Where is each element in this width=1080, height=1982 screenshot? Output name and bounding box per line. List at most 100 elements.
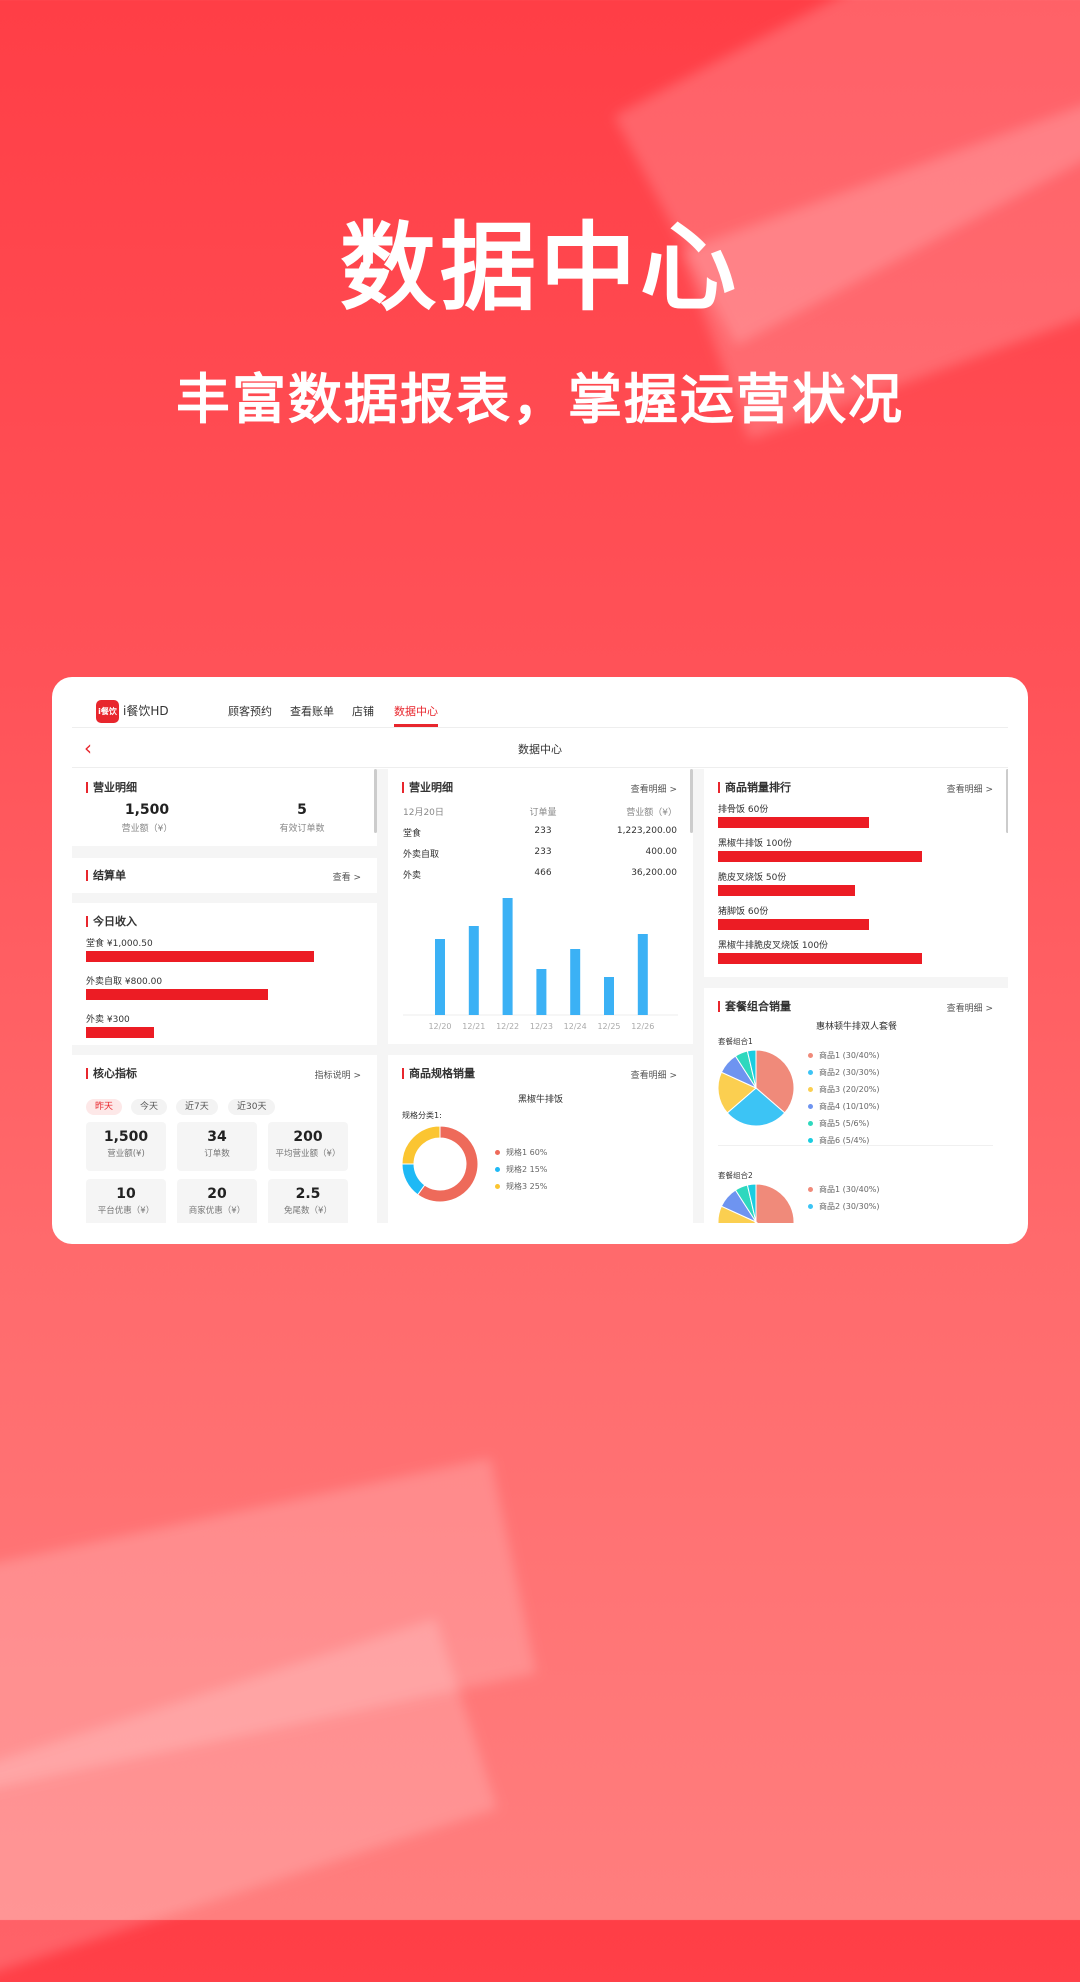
- tab-reservations[interactable]: 顾客预约: [228, 705, 272, 718]
- legend-label: 商品2 (30/30%): [819, 1068, 880, 1077]
- scrollbar[interactable]: [374, 769, 377, 833]
- legend-label: 商品6 (5/4%): [819, 1136, 870, 1145]
- row-channel: 堂食: [403, 829, 422, 839]
- revenue-label: 营业额（¥）: [121, 824, 173, 834]
- pie-slice: [755, 1049, 795, 1114]
- x-tick-label: 12/26: [631, 1022, 654, 1031]
- kpi-card: 2.5 免尾数（¥）: [268, 1179, 348, 1223]
- bar-12/20: [435, 939, 445, 1015]
- core-metrics-panel: 核心指标 指标说明 > 昨天 今天 近7天 近30天 1,500 营业额(¥) 34…: [72, 1055, 377, 1223]
- income-bar: [86, 1027, 155, 1038]
- col-header-revenue: 营业额（¥）: [626, 808, 677, 818]
- view-detail-link[interactable]: 查看明细 >: [946, 1004, 993, 1014]
- x-tick-label: 12/23: [530, 1022, 553, 1031]
- business-detail-panel: 营业明细 查看明细 > 12月20日 订单量 营业额（¥） 堂食 233 1,223…: [388, 769, 693, 1044]
- legend-item: 商品5 (5/6%): [808, 1118, 869, 1129]
- period-30days[interactable]: 近30天: [228, 1099, 276, 1115]
- income-bar: [86, 989, 269, 1000]
- legend-item: 规格1 60%: [495, 1147, 547, 1158]
- legend-label: 规格2 15%: [506, 1165, 548, 1174]
- kpi-label: 免尾数（¥）: [284, 1206, 332, 1216]
- pie-chart: [717, 1049, 795, 1127]
- kpi-card: 1,500 营业额(¥): [86, 1122, 166, 1171]
- legend-item: 商品4 (10/10%): [808, 1101, 880, 1112]
- ranking-bar: [718, 919, 869, 930]
- legend-label: 商品1 (30/40%): [819, 1051, 880, 1060]
- view-link[interactable]: 查看 >: [332, 873, 361, 883]
- ranking-bar: [718, 817, 869, 828]
- legend-label: 商品5 (5/6%): [819, 1119, 870, 1128]
- row-revenue: 36,200.00: [631, 868, 677, 878]
- x-tick-label: 12/22: [496, 1022, 519, 1031]
- page-title: 数据中心: [518, 743, 562, 756]
- pie-slice: [401, 1125, 441, 1165]
- legend-dot: [808, 1138, 813, 1143]
- period-yesterday[interactable]: 昨天: [86, 1099, 123, 1115]
- legend-dot: [495, 1150, 500, 1155]
- row-revenue: 1,223,200.00: [616, 826, 677, 836]
- tab-data-center[interactable]: 数据中心: [394, 705, 438, 718]
- kpi-card: 34 订单数: [177, 1122, 257, 1171]
- legend-item: 规格2 15%: [495, 1164, 547, 1175]
- combo-group-label: 套餐组合1: [718, 1037, 753, 1046]
- kpi-card: 200 平均营业额（¥）: [268, 1122, 348, 1171]
- pie-slice: [401, 1163, 426, 1196]
- back-arrow-icon[interactable]: ‹: [84, 736, 92, 760]
- spec-sales-panel: 商品规格销量 查看明细 > 黑椒牛排饭 规格分类1: 规格1 60% 规格2 15…: [388, 1055, 693, 1223]
- legend-dot: [808, 1104, 813, 1109]
- legend-item: 商品2 (30/30%): [808, 1067, 880, 1078]
- pie-slice: [746, 1183, 757, 1223]
- scrollbar[interactable]: [1006, 769, 1008, 833]
- legend-label: 规格1 60%: [506, 1148, 548, 1157]
- ranking-label: 黑椒牛排饭 100份: [718, 839, 793, 849]
- panel-title: 套餐组合销量: [718, 1001, 791, 1012]
- tab-store[interactable]: 店铺: [352, 705, 374, 718]
- page-header: ‹ 数据中心: [72, 728, 1008, 768]
- x-tick-label: 12/20: [428, 1022, 451, 1031]
- scrollbar[interactable]: [690, 769, 693, 833]
- income-label: 外卖自取 ¥800.00: [86, 977, 163, 987]
- pie-chart: [717, 1183, 795, 1223]
- period-7days[interactable]: 近7天: [176, 1099, 218, 1115]
- income-bar: [86, 951, 315, 962]
- app-logo: i餐饮: [96, 700, 119, 723]
- tab-bills[interactable]: 查看账单: [290, 705, 334, 718]
- active-tab-indicator: [394, 724, 438, 727]
- settlement-panel[interactable]: 结算单 查看 >: [72, 858, 377, 893]
- view-detail-link[interactable]: 查看明细 >: [630, 785, 677, 795]
- panel-title: 商品销量排行: [718, 782, 791, 793]
- hero-subtitle: 丰富数据报表，掌握运营状况: [176, 368, 904, 431]
- legend-item: 规格3 25%: [495, 1181, 547, 1192]
- legend-dot: [808, 1187, 813, 1192]
- bar-12/22: [502, 898, 513, 1015]
- legend-dot: [808, 1070, 813, 1075]
- pie-chart: [401, 1125, 479, 1203]
- legend-item: 商品1 (30/40%): [808, 1184, 880, 1195]
- legend-item: 商品6 (5/4%): [808, 1135, 869, 1146]
- kpi-label: 订单数: [204, 1149, 230, 1159]
- x-tick-label: 12/24: [564, 1022, 587, 1031]
- row-orders: 233: [534, 847, 552, 857]
- orders-label: 有效订单数: [279, 824, 325, 834]
- bar-12/23: [536, 969, 547, 1015]
- kpi-label: 平均营业额（¥）: [275, 1149, 341, 1159]
- panel-title: 营业明细: [402, 782, 453, 793]
- ranking-bar: [718, 953, 923, 964]
- ranking-label: 脆皮叉烧饭 50份: [718, 873, 787, 883]
- metric-info-link[interactable]: 指标说明 >: [314, 1071, 361, 1081]
- spec-category: 规格分类1:: [402, 1111, 442, 1120]
- ranking-bar: [718, 885, 856, 896]
- hero-title: 数据中心: [340, 212, 740, 324]
- legend-label: 商品1 (30/40%): [819, 1185, 880, 1194]
- period-today[interactable]: 今天: [131, 1099, 168, 1115]
- view-detail-link[interactable]: 查看明细 >: [630, 1071, 677, 1081]
- bar-12/21: [468, 926, 479, 1015]
- legend-label: 商品3 (20/20%): [819, 1085, 880, 1094]
- legend-label: 商品4 (10/10%): [819, 1102, 880, 1111]
- view-detail-link[interactable]: 查看明细 >: [946, 785, 993, 795]
- panel-title: 商品规格销量: [402, 1068, 475, 1079]
- x-tick-label: 12/21: [462, 1022, 485, 1031]
- row-orders: 466: [534, 868, 552, 878]
- legend-label: 规格3 25%: [506, 1182, 548, 1191]
- panel-title: 结算单: [86, 870, 126, 881]
